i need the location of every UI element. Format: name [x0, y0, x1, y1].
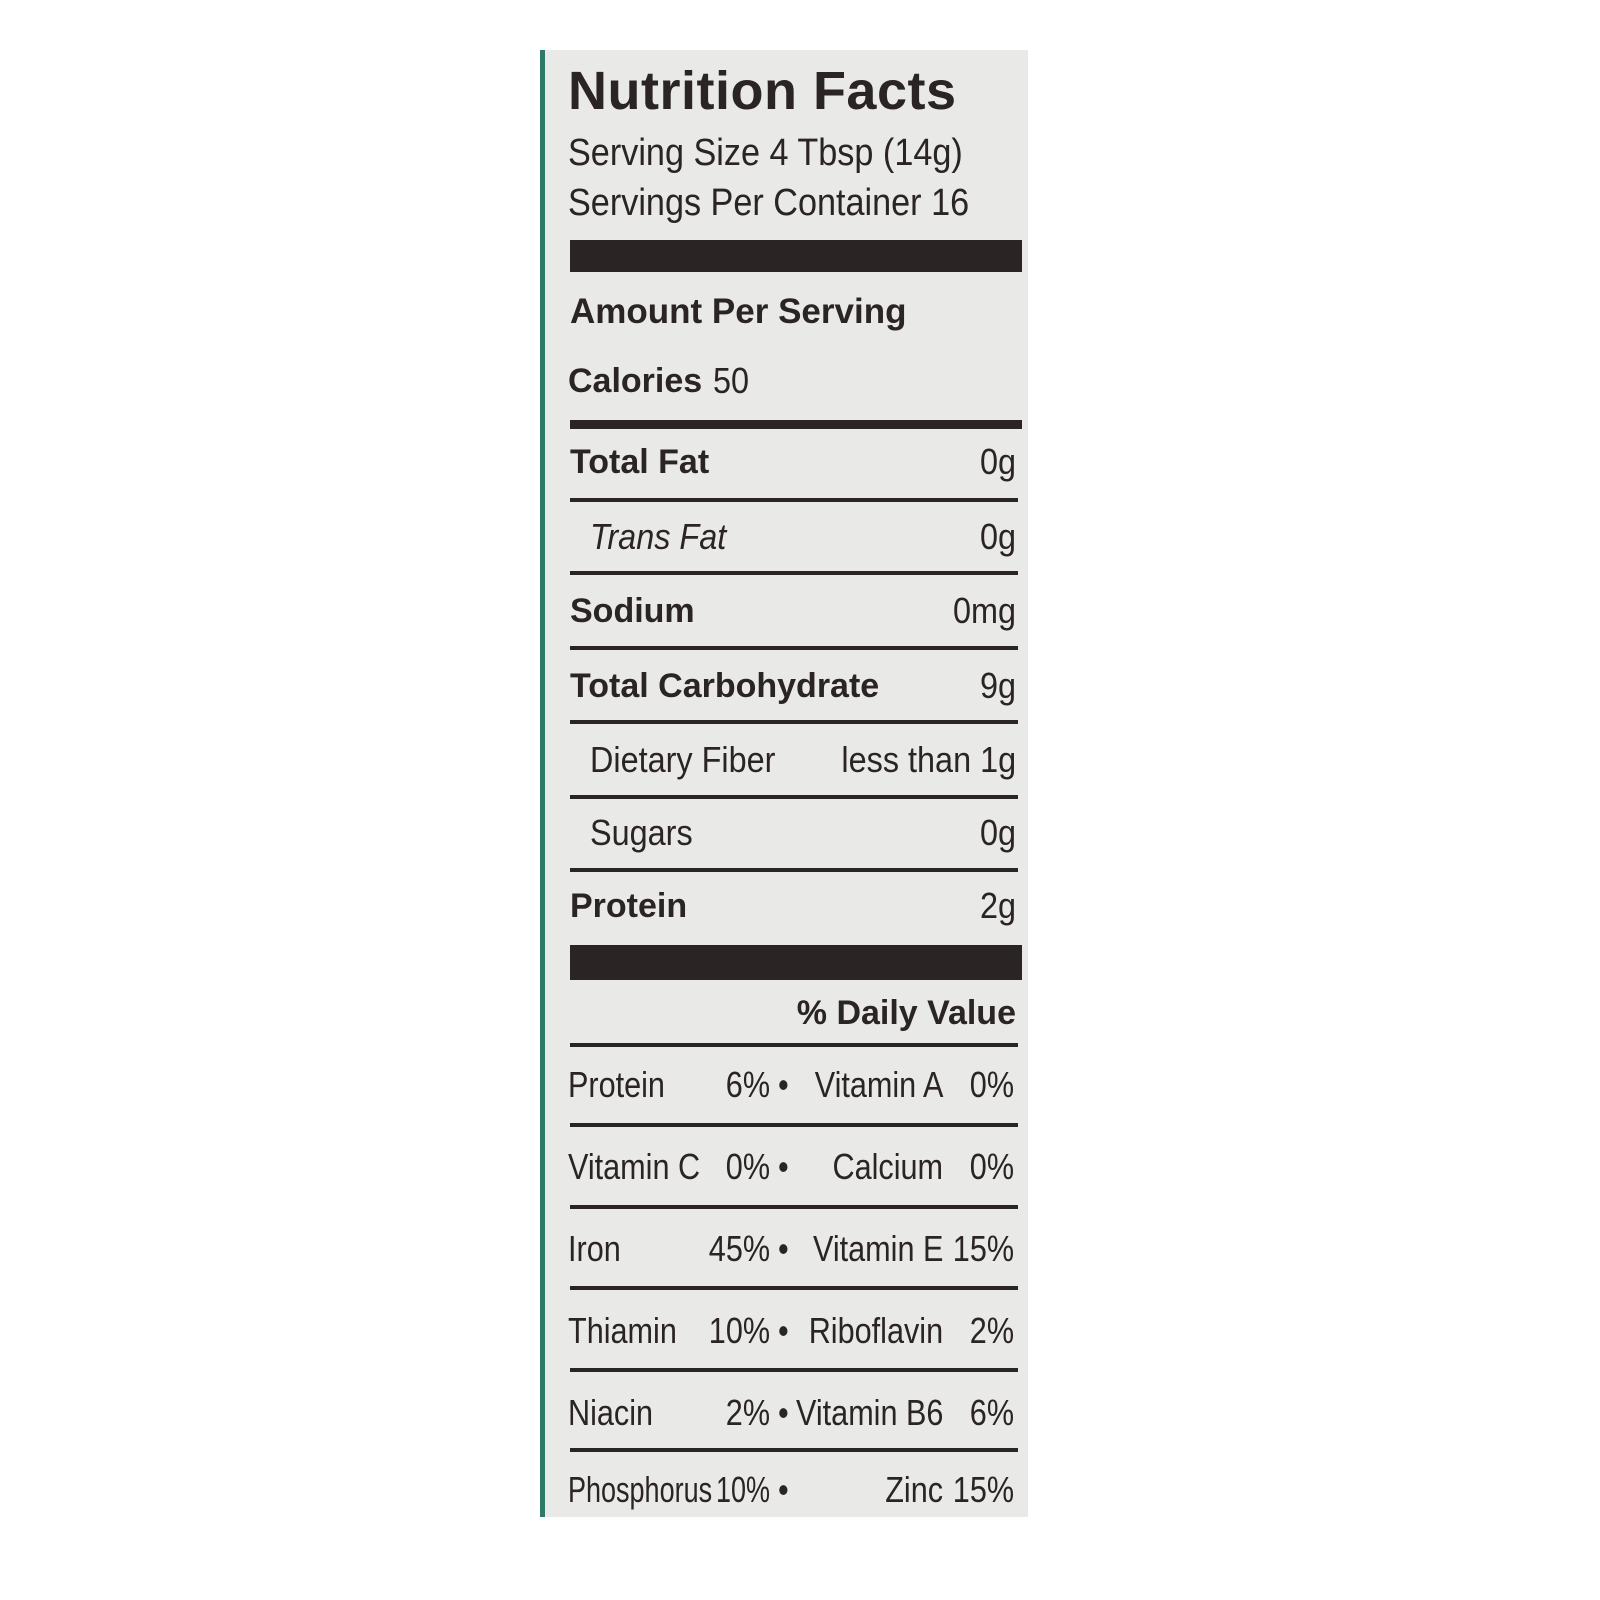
nutrient-name: Sodium — [570, 592, 695, 630]
amount-per-serving: Amount Per Serving — [570, 292, 907, 331]
vitamin-right-value: 2% — [969, 1310, 1014, 1351]
bullet: • — [777, 1228, 789, 1269]
bullet: • — [777, 1146, 789, 1187]
divider — [570, 868, 1018, 872]
nutrient-value: 2g — [979, 885, 1016, 926]
nutrient-value: 0g — [979, 516, 1016, 557]
bullet: • — [777, 1064, 789, 1105]
nutrition-facts-panel: Nutrition Facts Serving Size 4 Tbsp (14g… — [540, 50, 1028, 1517]
divider — [570, 795, 1018, 799]
thick-divider — [570, 240, 1022, 272]
divider — [570, 571, 1018, 575]
vitamin-left-name: Phosphorus — [568, 1469, 713, 1510]
vitamin-right-value: 0% — [969, 1064, 1014, 1105]
divider — [570, 1205, 1018, 1209]
medium-divider — [570, 420, 1022, 429]
vitamin-right-name: Zinc — [885, 1469, 943, 1510]
vitamin-right-value: 15% — [952, 1469, 1014, 1510]
vitamin-right-name: Vitamin E — [812, 1228, 943, 1269]
nutrient-name: Total Carbohydrate — [570, 667, 880, 705]
bullet: • — [777, 1310, 789, 1351]
vitamin-right-value: 15% — [952, 1228, 1014, 1269]
divider — [570, 1286, 1018, 1290]
thick-divider — [570, 945, 1022, 980]
divider — [570, 720, 1018, 724]
title: Nutrition Facts — [568, 61, 957, 121]
vitamin-left-name: Thiamin — [568, 1310, 677, 1351]
serving-size: Serving Size 4 Tbsp (14g) — [568, 132, 963, 174]
vitamin-left-value: 0% — [725, 1146, 770, 1187]
divider — [570, 1123, 1018, 1127]
nutrient-value: less than 1g — [841, 739, 1016, 780]
vitamin-left-value: 6% — [725, 1064, 770, 1105]
nutrient-name: Total Fat — [570, 443, 710, 481]
nutrient-name: Dietary Fiber — [590, 739, 776, 780]
vitamin-right-name: Vitamin B6 — [795, 1392, 943, 1433]
nutrient-value: 0g — [979, 812, 1016, 853]
bullet: • — [777, 1392, 789, 1433]
divider — [570, 1368, 1018, 1372]
vitamin-left-value: 10% — [708, 1310, 770, 1351]
vitamin-left-value: 10% — [715, 1469, 770, 1510]
divider — [570, 1448, 1018, 1452]
vitamin-left-name: Niacin — [568, 1392, 654, 1433]
daily-value-header: % Daily Value — [796, 994, 1016, 1032]
vitamin-left-value: 45% — [708, 1228, 770, 1269]
calories-label: Calories — [568, 362, 703, 400]
vitamin-right-value: 0% — [969, 1146, 1014, 1187]
calories-value: 50 — [713, 360, 750, 401]
vitamin-left-name: Vitamin C — [568, 1146, 701, 1187]
vitamin-right-value: 6% — [969, 1392, 1014, 1433]
vitamin-right-name: Vitamin A — [814, 1064, 943, 1105]
servings-per-container: Servings Per Container 16 — [568, 182, 970, 224]
divider — [570, 498, 1018, 502]
divider — [570, 646, 1018, 650]
nutrient-name: Trans Fat — [590, 516, 727, 557]
divider — [570, 1043, 1018, 1047]
nutrient-value: 0mg — [952, 590, 1016, 631]
vitamin-right-name: Calcium — [832, 1146, 943, 1187]
vitamin-left-name: Protein — [568, 1064, 665, 1105]
nutrient-name: Sugars — [590, 812, 693, 853]
nutrient-value: 0g — [979, 441, 1016, 482]
vitamin-right-name: Riboflavin — [808, 1310, 943, 1351]
bullet: • — [777, 1469, 789, 1510]
vitamin-left-name: Iron — [568, 1228, 621, 1269]
nutrient-value: 9g — [979, 665, 1016, 706]
vitamin-left-value: 2% — [725, 1392, 770, 1433]
nutrient-name: Protein — [570, 887, 688, 925]
